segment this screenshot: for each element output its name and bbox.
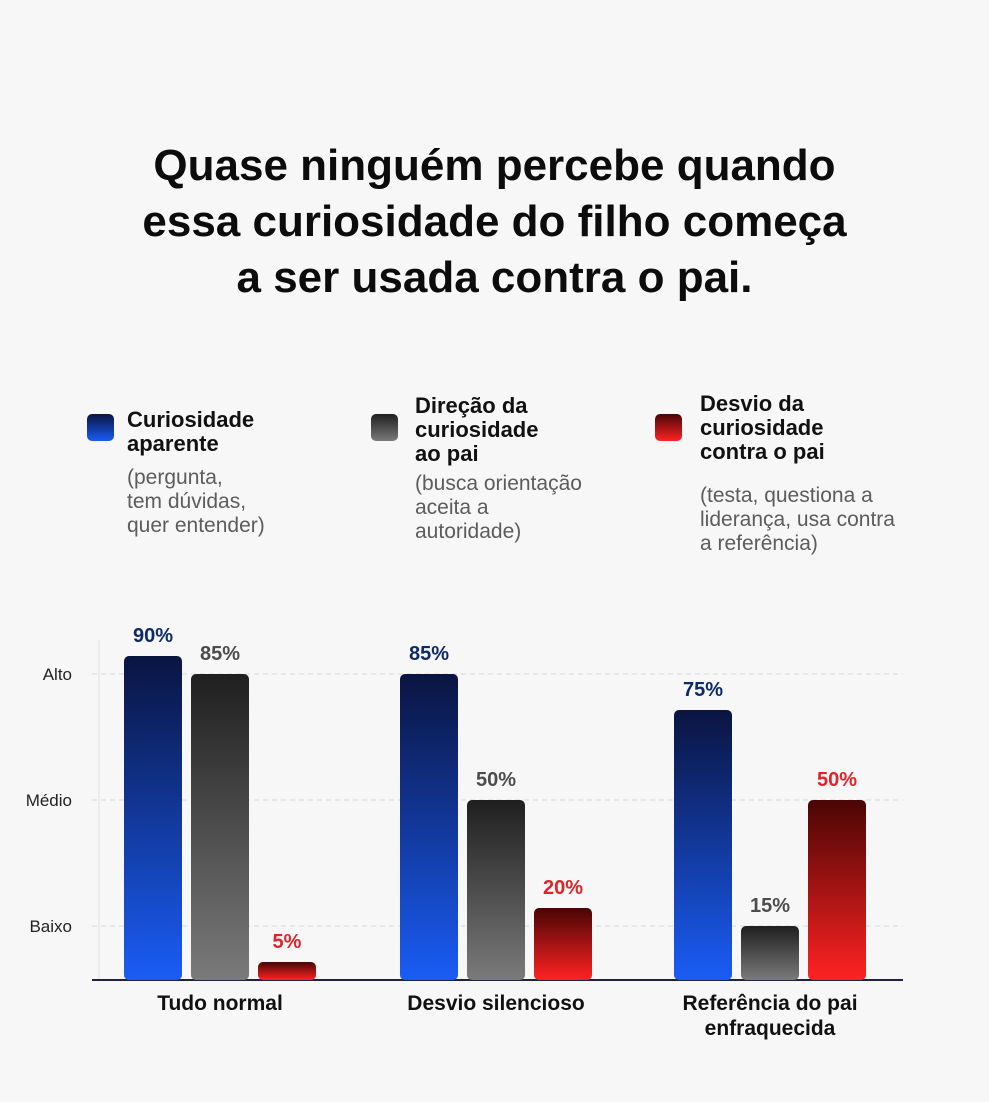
legend-swatch-gray: [371, 414, 398, 441]
bar: [400, 674, 458, 980]
bar-value-label: 75%: [683, 679, 723, 701]
y-tick-label: Médio: [26, 791, 72, 810]
bar-value-label: 20%: [543, 877, 583, 899]
bar-value-label: 50%: [476, 769, 516, 791]
legend-name-line: contra o pai: [700, 439, 825, 464]
title-line: Quase ninguém percebe quando: [153, 141, 836, 190]
legend-name-line: ao pai: [415, 441, 479, 466]
title-line: essa curiosidade do filho começa: [142, 197, 847, 246]
bar: [124, 656, 182, 980]
legend-desc-line: (pergunta,: [127, 466, 223, 489]
category-label: Tudo normal: [157, 992, 283, 1015]
category-label: enfraquecida: [705, 1017, 836, 1040]
bar: [467, 800, 525, 980]
y-tick-label: Baixo: [29, 917, 72, 936]
legend-name: Direção da curiosidade ao pai: [415, 394, 538, 466]
data-labels: 90% 85% 75% 85% 50% 15% 5% 20% 50%: [133, 625, 857, 953]
category-labels: Tudo normal Desvio silencioso Referência d…: [157, 992, 857, 1040]
bar-value-label: 50%: [817, 769, 857, 791]
legend-desc-line: (testa, questiona a: [700, 484, 873, 507]
legend-desc-line: quer entender): [127, 514, 265, 537]
category-label: Desvio silencioso: [407, 992, 584, 1015]
legend-desc-line: liderança, usa contra: [700, 508, 895, 531]
legend-description: (busca orientação aceita a autoridade): [415, 472, 582, 544]
legend-swatch-blue: [87, 414, 114, 441]
bar: [808, 800, 866, 980]
legend-name-line: curiosidade: [700, 415, 824, 440]
legend-name-line: Curiosidade: [127, 407, 255, 432]
bars: [124, 656, 866, 980]
bar: [674, 710, 732, 980]
bar-value-label: 85%: [200, 643, 240, 665]
legend-name-line: curiosidade: [415, 417, 539, 442]
bar-value-label: 85%: [409, 643, 449, 665]
legend-name: Desvio da curiosidade contra o pai: [700, 392, 825, 464]
legend-desc-line: aceita a: [415, 496, 489, 519]
legend-swatch-red: [655, 414, 682, 441]
legend-description: (testa, questiona a liderança, usa contr…: [700, 484, 895, 556]
legend-desc-line: autoridade): [415, 520, 522, 543]
legend-desc-line: a referência): [700, 532, 818, 555]
bar: [191, 674, 249, 980]
title-line: a ser usada contra o pai.: [236, 253, 753, 302]
legend-name: Curiosidade aparente: [127, 408, 254, 456]
legend-desc-line: (busca orientação: [415, 472, 582, 495]
bar: [534, 908, 592, 980]
legend-desc-line: tem dúvidas,: [127, 490, 247, 513]
legend-name-line: Desvio da: [700, 391, 804, 416]
bar: [258, 962, 316, 980]
chart-title: Quase ninguém percebe quando essa curios…: [0, 138, 989, 306]
bar-value-label: 90%: [133, 625, 173, 647]
y-tick-label: Alto: [43, 665, 72, 684]
legend-description: (pergunta, tem dúvidas, quer entender): [127, 466, 265, 538]
bar-value-label: 15%: [750, 895, 790, 917]
category-label: Referência do pai: [682, 992, 857, 1015]
legend-name-line: aparente: [127, 431, 219, 456]
bar-value-label: 5%: [273, 931, 302, 953]
legend-name-line: Direção da: [415, 393, 528, 418]
bar: [741, 926, 799, 980]
